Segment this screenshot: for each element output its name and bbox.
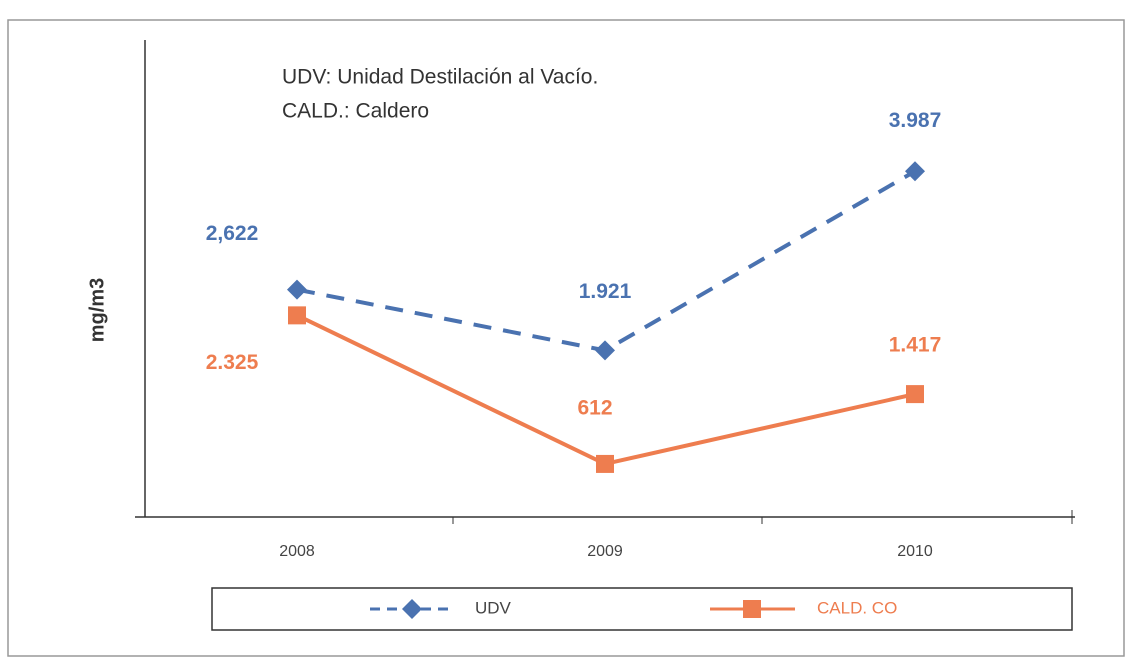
x-tick-label: 2010 bbox=[897, 543, 933, 560]
annotation: CALD.: Caldero bbox=[282, 100, 429, 123]
marker bbox=[287, 279, 307, 300]
data-label: 2.325 bbox=[206, 351, 259, 374]
marker bbox=[905, 161, 925, 182]
x-tick-label: 2008 bbox=[279, 543, 315, 560]
data-label: 1.417 bbox=[889, 334, 942, 357]
legend-label: UDV bbox=[475, 598, 512, 617]
marker bbox=[595, 340, 615, 361]
data-label: 3.987 bbox=[889, 109, 942, 132]
marker bbox=[906, 385, 924, 404]
marker bbox=[288, 306, 306, 325]
line bbox=[296, 313, 916, 467]
marker bbox=[596, 454, 614, 473]
chart-border bbox=[7, 19, 1125, 657]
data-label: 1.921 bbox=[579, 280, 632, 303]
data-label: 612 bbox=[577, 396, 612, 419]
line bbox=[296, 169, 917, 353]
data-label: 2,622 bbox=[206, 222, 259, 245]
x-tick-label: 2009 bbox=[587, 543, 623, 560]
marker bbox=[743, 600, 761, 618]
annotation: UDV: Unidad Destilación al Vacío. bbox=[282, 66, 598, 89]
marker bbox=[402, 599, 422, 619]
legend-box bbox=[211, 587, 1073, 631]
y-axis-label: mg/m3 bbox=[86, 278, 108, 342]
legend-label: CALD. CO bbox=[817, 598, 897, 617]
